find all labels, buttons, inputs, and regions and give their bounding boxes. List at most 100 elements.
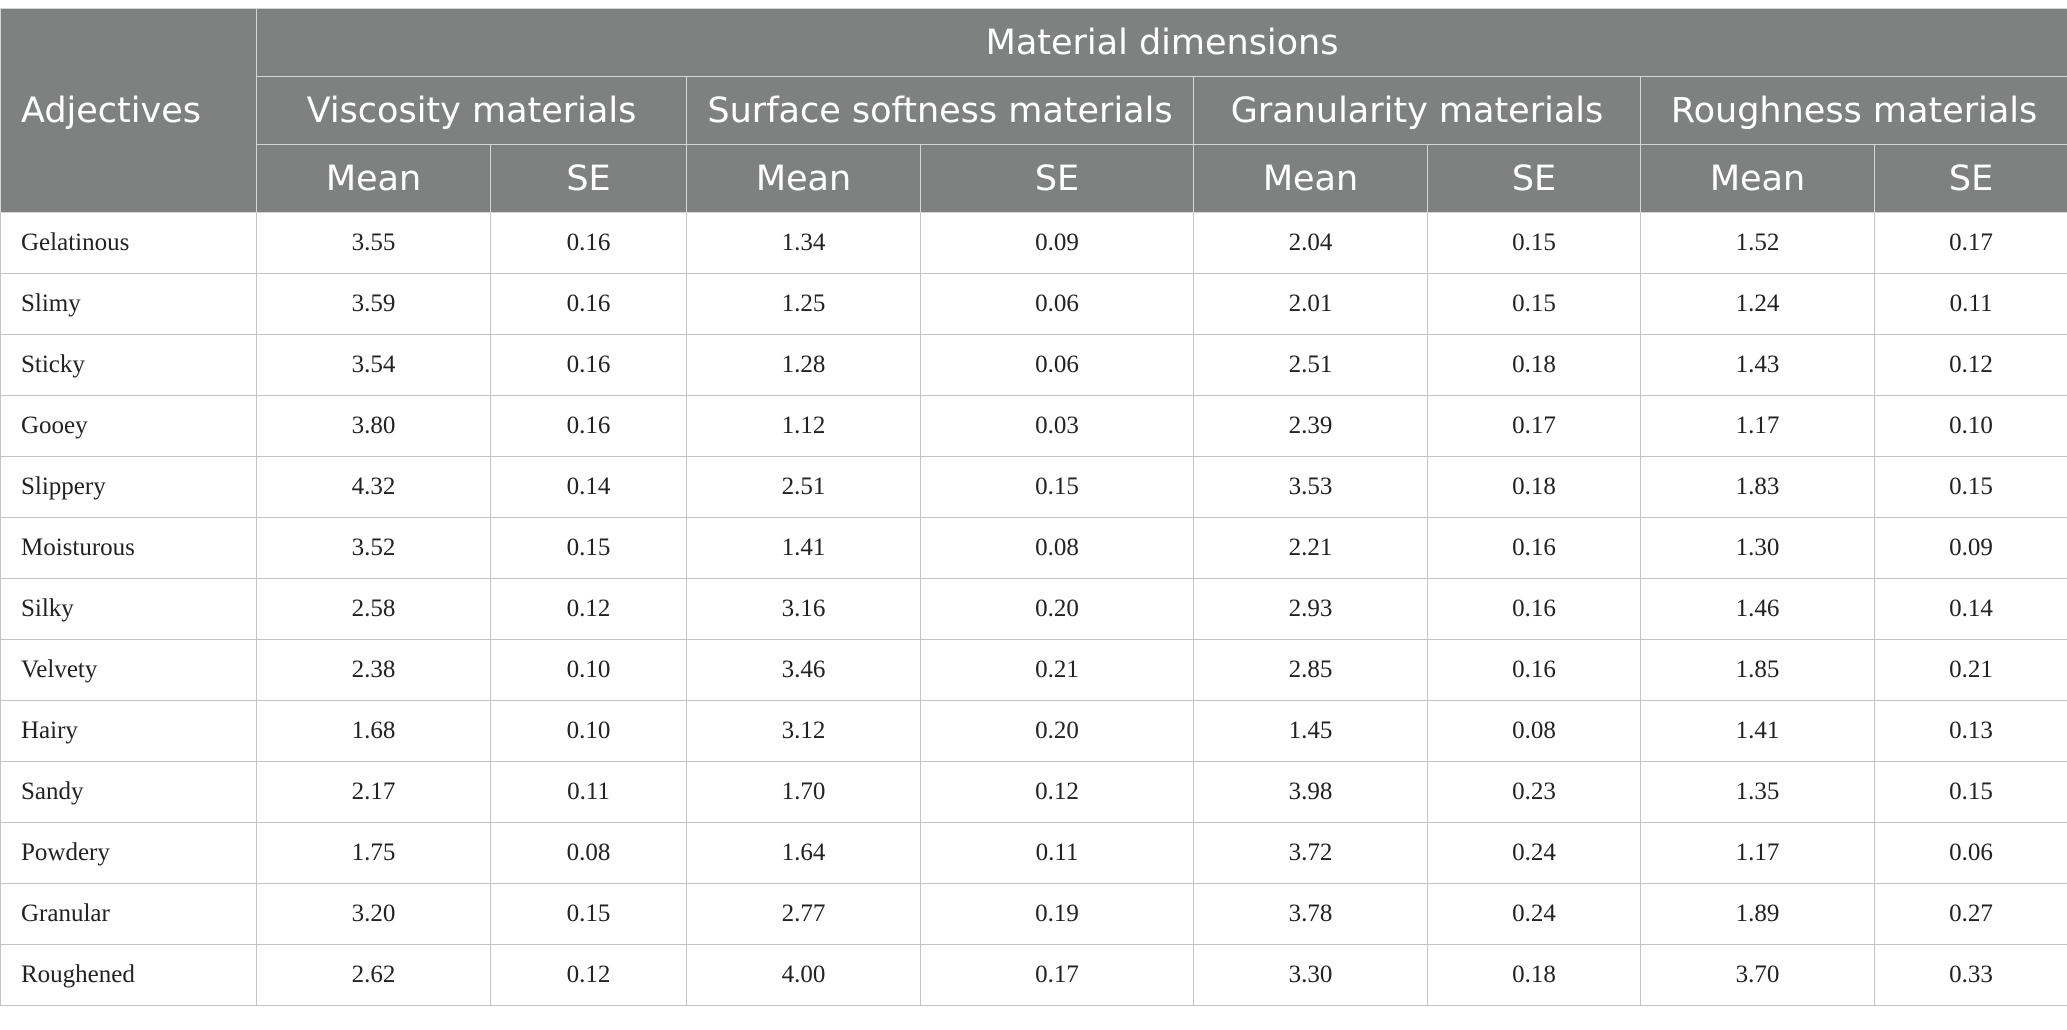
viscosity-mean-cell: 3.55 — [256, 212, 491, 274]
viscosity-se-cell: 0.08 — [490, 822, 687, 884]
granularity-mean-cell: 3.78 — [1193, 883, 1428, 945]
viscosity-materials-header: Viscosity materials — [256, 76, 687, 145]
adjective-cell: Slippery — [0, 456, 257, 518]
surface-softness-mean-cell: 1.41 — [686, 517, 921, 579]
granularity-mean-cell: 3.53 — [1193, 456, 1428, 518]
surface-softness-se-cell: 0.20 — [920, 700, 1194, 762]
granularity-mean-cell: 2.21 — [1193, 517, 1428, 579]
viscosity-se-cell: 0.12 — [490, 944, 687, 1006]
surface-softness-mean-cell: 1.12 — [686, 395, 921, 457]
viscosity-se-cell: 0.14 — [490, 456, 687, 518]
adjective-cell: Powdery — [0, 822, 257, 884]
viscosity-se-cell: 0.11 — [490, 761, 687, 823]
table-row: Gelatinous 3.55 0.16 1.34 0.09 2.04 0.15 1.52 0.… — [0, 212, 2067, 274]
table-header: Adjectives Material dimensions Viscosity… — [0, 8, 2067, 213]
roughness-mean-cell: 1.89 — [1640, 883, 1875, 945]
roughness-mean-cell: 1.85 — [1640, 639, 1875, 701]
surface-softness-mean-cell: 1.25 — [686, 273, 921, 335]
granularity-mean-cell: 2.04 — [1193, 212, 1428, 274]
roughness-mean-cell: 1.52 — [1640, 212, 1875, 274]
surface-softness-mean-cell: 2.77 — [686, 883, 921, 945]
surface-softness-se-cell: 0.06 — [920, 273, 1194, 335]
granularity-se-cell: 0.23 — [1427, 761, 1641, 823]
viscosity-se-cell: 0.10 — [490, 639, 687, 701]
viscosity-mean-cell: 2.62 — [256, 944, 491, 1006]
se-header: SE — [1873, 144, 2067, 213]
surface-softness-mean-cell: 3.12 — [686, 700, 921, 762]
granularity-mean-cell: 2.39 — [1193, 395, 1428, 457]
mean-header: Mean — [1193, 144, 1428, 213]
adjective-cell: Moisturous — [0, 517, 257, 579]
mean-header: Mean — [1640, 144, 1875, 213]
surface-softness-se-cell: 0.06 — [920, 334, 1194, 396]
adjective-cell: Hairy — [0, 700, 257, 762]
viscosity-mean-cell: 2.38 — [256, 639, 491, 701]
adjective-cell: Granular — [0, 883, 257, 945]
material-dimensions-header: Material dimensions — [255, 8, 2067, 77]
viscosity-se-cell: 0.15 — [490, 517, 687, 579]
roughness-se-cell: 0.11 — [1873, 273, 2067, 335]
surface-softness-se-cell: 0.08 — [920, 517, 1194, 579]
mean-header: Mean — [256, 144, 491, 213]
roughness-materials-header: Roughness materials — [1639, 76, 2067, 145]
granularity-mean-cell: 3.30 — [1193, 944, 1428, 1006]
surface-softness-mean-cell: 1.64 — [686, 822, 921, 884]
roughness-mean-cell: 3.70 — [1640, 944, 1875, 1006]
se-header: SE — [1427, 144, 1641, 213]
viscosity-mean-cell: 3.52 — [256, 517, 491, 579]
roughness-se-cell: 0.27 — [1873, 883, 2067, 945]
surface-softness-mean-cell: 3.16 — [686, 578, 921, 640]
surface-softness-se-cell: 0.17 — [920, 944, 1194, 1006]
roughness-mean-cell: 1.46 — [1640, 578, 1875, 640]
viscosity-mean-cell: 2.17 — [256, 761, 491, 823]
viscosity-se-cell: 0.16 — [490, 212, 687, 274]
roughness-se-cell: 0.21 — [1873, 639, 2067, 701]
viscosity-se-cell: 0.16 — [490, 273, 687, 335]
granularity-mean-cell: 3.98 — [1193, 761, 1428, 823]
roughness-mean-cell: 1.83 — [1640, 456, 1875, 518]
table-row: Velvety 2.38 0.10 3.46 0.21 2.85 0.16 1.85 0.21 — [0, 639, 2067, 701]
table-row: Slimy 3.59 0.16 1.25 0.06 2.01 0.15 1.24 0.11 — [0, 273, 2067, 335]
granularity-mean-cell: 2.01 — [1193, 273, 1428, 335]
roughness-se-cell: 0.17 — [1873, 212, 2067, 274]
adjective-cell: Gelatinous — [0, 212, 257, 274]
roughness-se-cell: 0.12 — [1873, 334, 2067, 396]
table-row: Sticky 3.54 0.16 1.28 0.06 2.51 0.18 1.43 0.12 — [0, 334, 2067, 396]
roughness-se-cell: 0.13 — [1873, 700, 2067, 762]
granularity-mean-cell: 2.51 — [1193, 334, 1428, 396]
granularity-se-cell: 0.18 — [1427, 456, 1641, 518]
roughness-se-cell: 0.09 — [1873, 517, 2067, 579]
granularity-se-cell: 0.15 — [1427, 273, 1641, 335]
viscosity-mean-cell: 3.54 — [256, 334, 491, 396]
viscosity-mean-cell: 3.80 — [256, 395, 491, 457]
roughness-mean-cell: 1.35 — [1640, 761, 1875, 823]
surface-softness-mean-cell: 4.00 — [686, 944, 921, 1006]
table-row: Roughened 2.62 0.12 4.00 0.17 3.30 0.18 3.70 0.3… — [0, 944, 2067, 1006]
viscosity-mean-cell: 3.59 — [256, 273, 491, 335]
surface-softness-se-cell: 0.15 — [920, 456, 1194, 518]
roughness-mean-cell: 1.17 — [1640, 822, 1875, 884]
surface-softness-se-cell: 0.21 — [920, 639, 1194, 701]
viscosity-se-cell: 0.10 — [490, 700, 687, 762]
roughness-se-cell: 0.06 — [1873, 822, 2067, 884]
adjective-cell: Roughened — [0, 944, 257, 1006]
granularity-se-cell: 0.08 — [1427, 700, 1641, 762]
surface-softness-mean-cell: 1.28 — [686, 334, 921, 396]
adjective-cell: Velvety — [0, 639, 257, 701]
adjective-cell: Slimy — [0, 273, 257, 335]
surface-softness-se-cell: 0.19 — [920, 883, 1194, 945]
surface-softness-mean-cell: 1.70 — [686, 761, 921, 823]
granularity-se-cell: 0.15 — [1427, 212, 1641, 274]
granularity-se-cell: 0.24 — [1427, 822, 1641, 884]
granularity-se-cell: 0.18 — [1427, 944, 1641, 1006]
table-row: Sandy 2.17 0.11 1.70 0.12 3.98 0.23 1.35 0.15 — [0, 761, 2067, 823]
table-row: Granular 3.20 0.15 2.77 0.19 3.78 0.24 1.89 0.27 — [0, 883, 2067, 945]
se-header: SE — [920, 144, 1194, 213]
roughness-mean-cell: 1.24 — [1640, 273, 1875, 335]
granularity-materials-header: Granularity materials — [1193, 76, 1641, 145]
roughness-se-cell: 0.14 — [1873, 578, 2067, 640]
surface-softness-mean-cell: 3.46 — [686, 639, 921, 701]
surface-softness-se-cell: 0.03 — [920, 395, 1194, 457]
granularity-se-cell: 0.18 — [1427, 334, 1641, 396]
granularity-se-cell: 0.17 — [1427, 395, 1641, 457]
